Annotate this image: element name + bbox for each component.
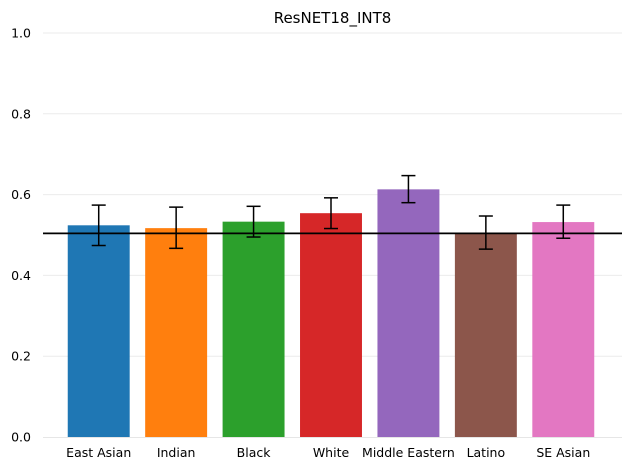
x-tick-label: East Asian (66, 445, 131, 460)
error-bar (401, 174, 416, 204)
y-tick-label: 0.8 (11, 106, 31, 121)
bar-black (222, 221, 285, 437)
x-tick-label: Black (237, 445, 272, 460)
y-tick-label: 0.0 (11, 430, 31, 445)
y-tick-label: 0.6 (11, 187, 31, 202)
bar-middle-eastern (377, 189, 440, 437)
bar-indian (145, 228, 208, 437)
x-axis-ticks: East Asian Indian Black White Middle Eastern… (66, 445, 590, 460)
bars (67, 189, 595, 437)
bar-latino (454, 232, 517, 437)
error-bar (169, 206, 184, 250)
bar-white (300, 213, 362, 437)
y-tick-label: 0.4 (11, 268, 31, 283)
bar-east-asian (67, 225, 130, 437)
x-tick-label: Indian (157, 445, 196, 460)
x-tick-label: Latino (467, 445, 506, 460)
y-axis-ticks: 0.0 0.2 0.4 0.6 0.8 1.0 (11, 26, 31, 445)
x-tick-label: Middle Eastern (362, 445, 455, 460)
x-tick-label: White (313, 445, 350, 460)
bar-se-asian (532, 222, 595, 437)
y-tick-label: 1.0 (11, 26, 31, 41)
grid-lines (43, 32, 622, 357)
y-tick-label: 0.2 (11, 349, 31, 364)
error-bar (246, 205, 261, 238)
error-bar (91, 204, 106, 247)
x-tick-label: SE Asian (536, 445, 590, 460)
chart-title: ResNET18_INT8 (274, 9, 392, 28)
error-bar (324, 197, 338, 230)
